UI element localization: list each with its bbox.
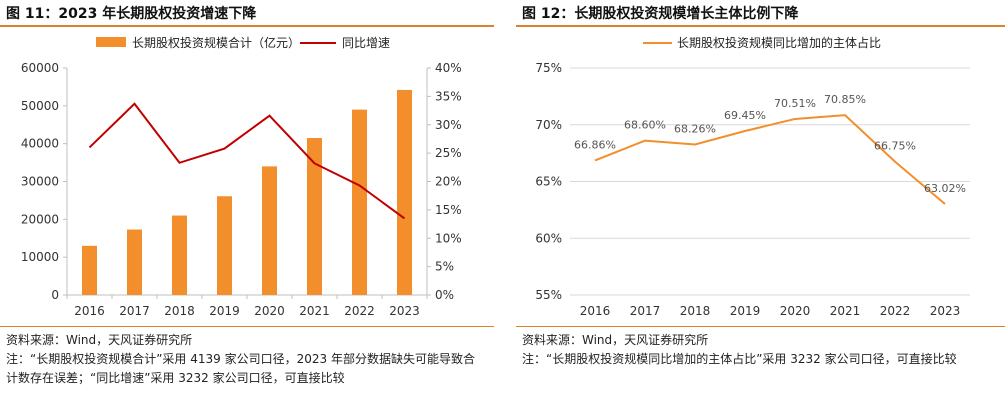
y-tick-label: 75% bbox=[535, 61, 562, 75]
y2-tick-label: 10% bbox=[435, 231, 462, 245]
y-tick-label: 65% bbox=[535, 175, 562, 189]
y-tick-label: 70% bbox=[535, 118, 562, 132]
investment-growth-chart: 0 10000 20000 30000 40000 50000 60000 0% 5% 10% 15… bbox=[21, 35, 462, 318]
right-figure-panel: 图 12：长期股权投资规模增长主体比例下降 55% 60% 65% 70% 75% 201… bbox=[516, 0, 1005, 413]
growth-series-line bbox=[88, 102, 406, 220]
title-divider bbox=[516, 25, 1005, 27]
y-tick-label: 30000 bbox=[21, 175, 59, 189]
bar bbox=[262, 166, 277, 295]
y2-tick-label: 25% bbox=[435, 146, 462, 160]
data-label: 70.85% bbox=[824, 93, 866, 106]
title-divider bbox=[0, 25, 494, 27]
y2-tick-label: 0% bbox=[435, 288, 454, 302]
y2-tick-label: 40% bbox=[435, 61, 462, 75]
y2-tick-label: 30% bbox=[435, 118, 462, 132]
y2-tick-label: 15% bbox=[435, 203, 462, 217]
x-tick-label: 2021 bbox=[299, 304, 330, 318]
x-tick-label: 2020 bbox=[254, 304, 285, 318]
x-tick-label: 2018 bbox=[680, 304, 711, 318]
figure-title: 图 11：2023 年长期股权投资增速下降 bbox=[6, 6, 257, 22]
y-tick-label: 0 bbox=[51, 288, 59, 302]
data-label: 66.86% bbox=[574, 138, 616, 151]
x-tick-label: 2019 bbox=[209, 304, 240, 318]
legend-label: 长期股权投资规模合计（亿元） bbox=[132, 35, 300, 50]
share-series-line bbox=[594, 114, 946, 205]
y-tick-label: 50000 bbox=[21, 99, 59, 113]
x-tick-label: 2023 bbox=[389, 304, 420, 318]
bottom-divider bbox=[516, 326, 1005, 327]
y2-tick-label: 5% bbox=[435, 260, 454, 274]
data-label: 63.02% bbox=[924, 182, 966, 195]
data-label: 68.26% bbox=[674, 122, 716, 135]
bar bbox=[172, 215, 187, 295]
legend-label: 同比增速 bbox=[342, 36, 390, 50]
bar bbox=[307, 137, 322, 295]
y2-tick-label: 35% bbox=[435, 89, 462, 103]
data-label: 70.51% bbox=[774, 97, 816, 110]
x-tick-label: 2020 bbox=[780, 304, 811, 318]
x-tick-label: 2023 bbox=[930, 304, 961, 318]
note-text: 注：“长期股权投资规模同比增加的主体占比”采用 3232 家公司口径，可直接比较 bbox=[522, 352, 957, 366]
increase-share-chart: 55% 60% 65% 70% 75% 2016 2017 2018 2019 2020 2021 2… bbox=[535, 35, 970, 318]
y-tick-label: 60% bbox=[535, 231, 562, 245]
legend-bar-swatch bbox=[96, 37, 126, 47]
x-tick-label: 2022 bbox=[344, 304, 375, 318]
bar bbox=[82, 245, 97, 295]
y-tick-label: 20000 bbox=[21, 212, 59, 226]
data-label: 66.75% bbox=[874, 140, 916, 153]
y-tick-label: 10000 bbox=[21, 250, 59, 264]
y-tick-label: 60000 bbox=[21, 61, 59, 75]
x-tick-label: 2017 bbox=[630, 304, 661, 318]
legend-label: 长期股权投资规模同比增加的主体占比 bbox=[677, 35, 881, 50]
figure-title: 图 12：长期股权投资规模增长主体比例下降 bbox=[522, 6, 799, 22]
x-tick-label: 2016 bbox=[74, 304, 105, 318]
x-tick-label: 2018 bbox=[164, 304, 195, 318]
source-text: 资料来源：Wind，天风证券研究所 bbox=[522, 333, 709, 347]
x-tick-label: 2021 bbox=[830, 304, 861, 318]
x-tick-label: 2017 bbox=[119, 304, 150, 318]
x-tick-label: 2016 bbox=[580, 304, 611, 318]
note-text: 注：“长期股权投资规模合计”采用 4139 家公司口径，2023 年部分数据缺失… bbox=[6, 352, 475, 385]
bar bbox=[352, 109, 367, 295]
source-text: 资料来源：Wind，天风证券研究所 bbox=[6, 333, 193, 347]
y-tick-label: 55% bbox=[535, 288, 562, 302]
bar bbox=[127, 229, 142, 295]
left-figure-panel: 图 11：2023 年长期股权投资增速下降 0 10000 20000 30000 40… bbox=[0, 0, 494, 413]
y-tick-label: 40000 bbox=[21, 137, 59, 151]
bar bbox=[217, 196, 232, 295]
y2-tick-label: 20% bbox=[435, 175, 462, 189]
x-tick-label: 2019 bbox=[730, 304, 761, 318]
x-tick-label: 2022 bbox=[880, 304, 911, 318]
data-label: 69.45% bbox=[724, 109, 766, 122]
bar bbox=[397, 89, 412, 295]
data-label: 68.60% bbox=[624, 119, 666, 132]
bottom-divider bbox=[0, 326, 494, 327]
